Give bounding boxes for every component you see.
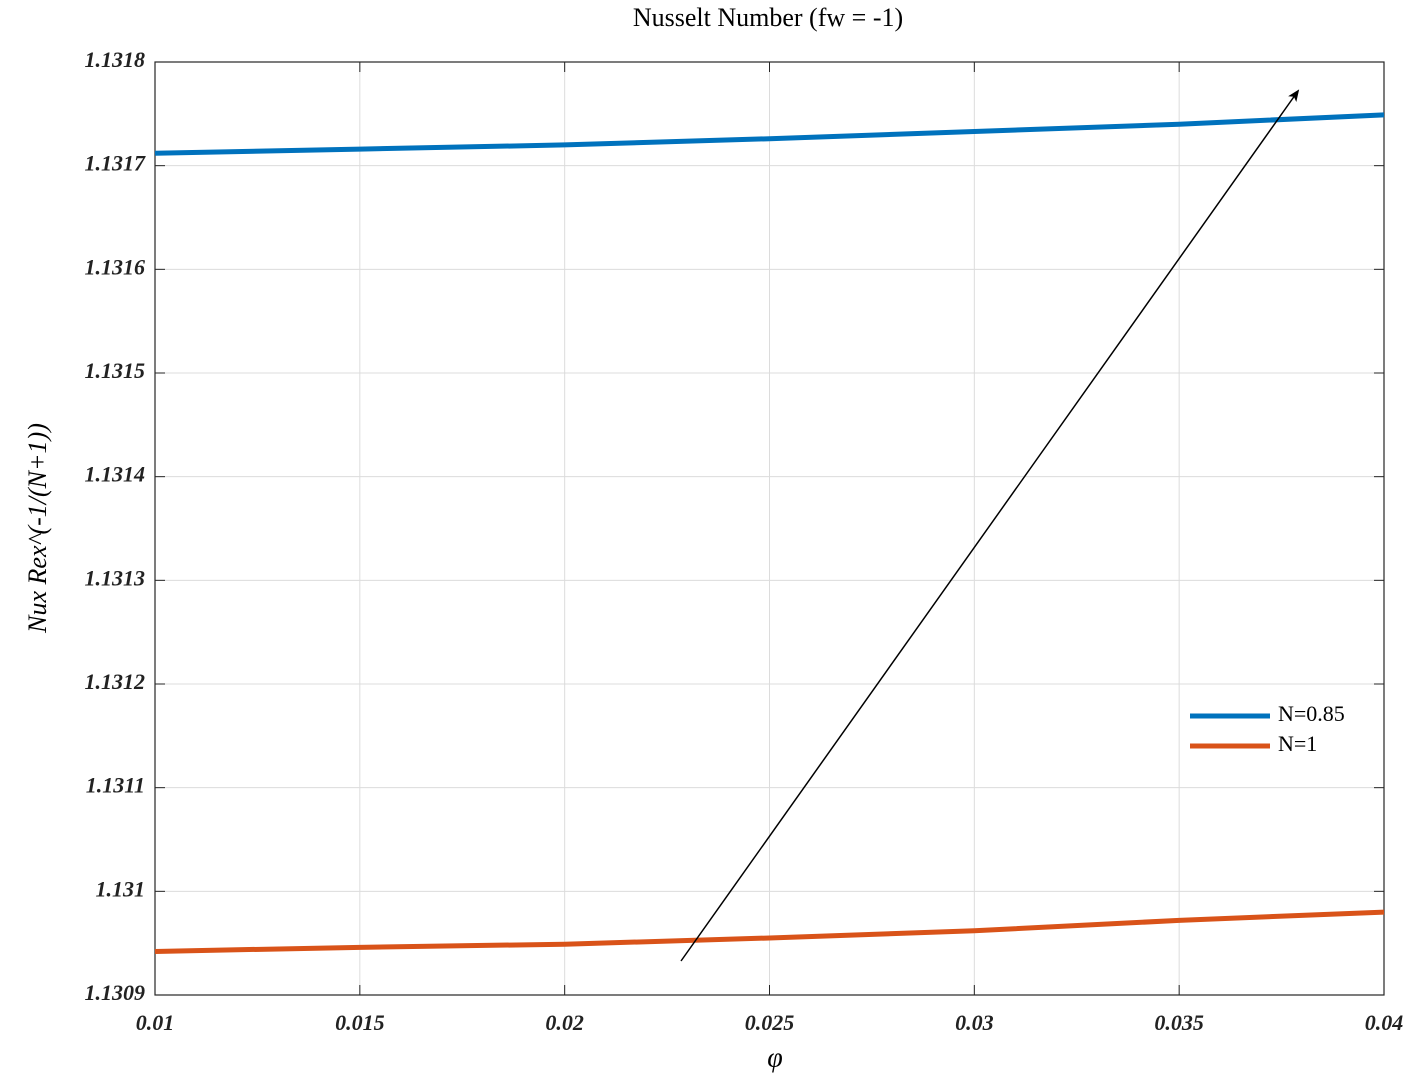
y-tick-label: 1.1312	[85, 669, 146, 694]
x-tick-label: 0.04	[1365, 1010, 1404, 1035]
y-tick-label: 1.1318	[85, 47, 146, 72]
x-tick-label: 0.015	[335, 1010, 385, 1035]
annotation-arrow	[680, 89, 1300, 962]
y-tick-label: 1.1309	[85, 980, 146, 1005]
chart-title: Nusselt Number (fw = -1)	[633, 3, 903, 32]
plot-area: 1.1309 1.131 1.1311 1.1312 1.1313 1.1314 1.131…	[85, 47, 1404, 1035]
y-axis-label: Nux Rex^(-1/(N+1))	[23, 423, 52, 634]
legend-label: N=1	[1278, 731, 1317, 756]
y-tick-label: 1.1317	[85, 151, 147, 176]
legend-label: N=0.85	[1278, 701, 1345, 726]
x-tick-label: 0.02	[545, 1010, 584, 1035]
y-tick-label: 1.1315	[85, 358, 146, 383]
x-tick-label: 0.035	[1154, 1010, 1204, 1035]
plot-frame	[154, 61, 1385, 996]
series-line	[154, 909, 1385, 954]
y-tick-label: 1.1313	[85, 565, 146, 590]
x-tick-label: 0.025	[745, 1010, 795, 1035]
x-axis-label: φ	[767, 1042, 783, 1073]
x-tick-label: 0.03	[955, 1010, 994, 1035]
y-tick-label: 1.1311	[86, 773, 145, 798]
y-tick-label: 1.1314	[85, 462, 146, 487]
series-line	[154, 112, 1385, 156]
x-tick-label: 0.01	[136, 1010, 175, 1035]
y-tick-label: 1.1316	[85, 254, 146, 279]
y-tick-label: 1.131	[96, 876, 146, 901]
